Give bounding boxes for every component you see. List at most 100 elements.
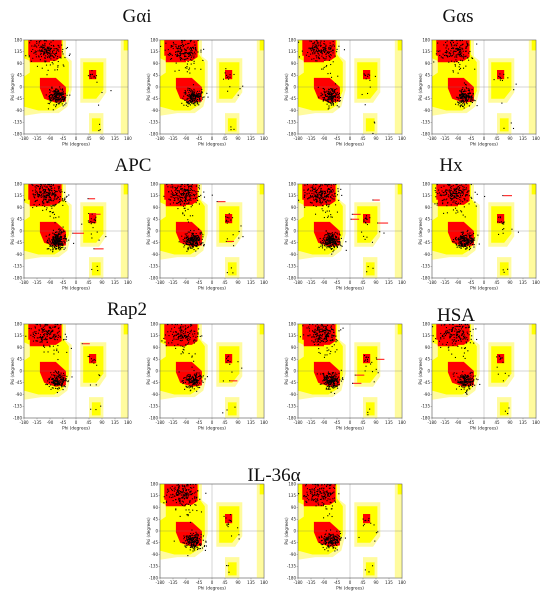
residue-point [329,96,331,99]
residue-point [455,192,457,194]
residue-point [437,192,439,195]
residue-point [189,101,191,104]
residue-point [444,51,446,54]
ramachandran-plot-svg: -180 -135 -90 -45 0 45 90 135 18018013590450-45-… [418,181,540,290]
residue-point [50,378,53,380]
residue-point [58,216,60,218]
residue-point [463,243,465,245]
residue-point [465,90,467,92]
y-tick-label: 45 [291,357,297,362]
residue-point [184,329,186,331]
residue-point [317,343,320,345]
residue-point [325,242,327,244]
residue-point [333,378,335,380]
residue-point [330,54,332,56]
residue-point [333,377,335,379]
residue-point [443,194,445,196]
residue-point [453,372,455,374]
residue-point [443,335,445,337]
outlier-point [91,213,93,215]
residue-point [328,385,330,387]
residue-point [318,187,320,189]
residue-point [186,386,188,388]
residue-point [457,325,459,328]
residue-point [325,45,327,47]
residue-point [457,335,459,337]
y-axis-label: Psi (degrees) [284,73,289,101]
residue-point [45,49,47,51]
residue-point [330,47,332,50]
residue-point [325,376,327,378]
residue-point [449,333,451,335]
residue-point [316,335,318,337]
residue-point [318,49,320,51]
residue-point [325,58,327,60]
residue-point [469,92,471,94]
residue-point [465,248,467,250]
residue-point [503,221,505,223]
residue-point [462,326,464,328]
residue-point [178,45,180,48]
residue-point [312,187,314,189]
residue-point [332,92,334,94]
residue-point [457,101,459,103]
residue-point [187,219,189,221]
residue-point [44,53,46,55]
residue-point [54,248,57,250]
residue-point [192,93,194,95]
residue-point [56,98,58,100]
residue-point [326,340,328,342]
residue-point [195,95,197,97]
residue-point [472,97,474,99]
ramachandran-plot: -180 -135 -90 -45 0 45 90 135 180 180 135 90 45 0 -45-… [146,180,272,296]
residue-point [465,96,467,98]
residue-point [331,379,333,381]
residue-point [451,334,453,336]
residue-point [44,51,46,53]
residue-point [195,94,197,97]
residue-point [55,51,58,53]
residue-point [197,332,199,334]
residue-point [327,52,329,55]
residue-point [181,323,183,326]
residue-point [184,236,186,238]
residue-point [174,345,176,347]
y-tick-label: 90 [425,205,431,210]
residue-point [60,244,62,246]
residue-point [308,192,310,194]
residue-point [64,197,66,199]
residue-point [325,52,327,54]
residue-point [226,356,228,358]
residue-point [446,330,448,332]
residue-point [105,236,107,238]
residue-point [468,52,470,54]
residue-point [330,98,332,100]
residue-point [195,373,197,375]
residue-point [44,333,46,335]
residue-point [183,202,185,204]
residue-point [193,55,195,57]
residue-point [56,92,58,94]
residue-point [174,70,176,72]
residue-point [326,333,329,335]
residue-point [54,95,56,97]
residue-point [463,234,465,237]
residue-point [200,49,202,51]
residue-point [465,187,467,189]
residue-point [185,379,187,381]
residue-point [225,68,227,70]
residue-point [456,333,458,335]
residue-point [49,57,51,59]
residue-point [459,339,461,341]
x-tick-label: -180 [19,420,29,425]
residue-point [318,42,320,44]
residue-point [328,237,330,239]
residue-point [185,331,187,333]
residue-point [321,202,323,204]
residue-point [456,325,458,327]
residue-point [334,231,336,233]
residue-point [63,235,65,237]
residue-point [58,189,60,191]
residue-point [54,242,56,244]
residue-point [57,380,59,382]
